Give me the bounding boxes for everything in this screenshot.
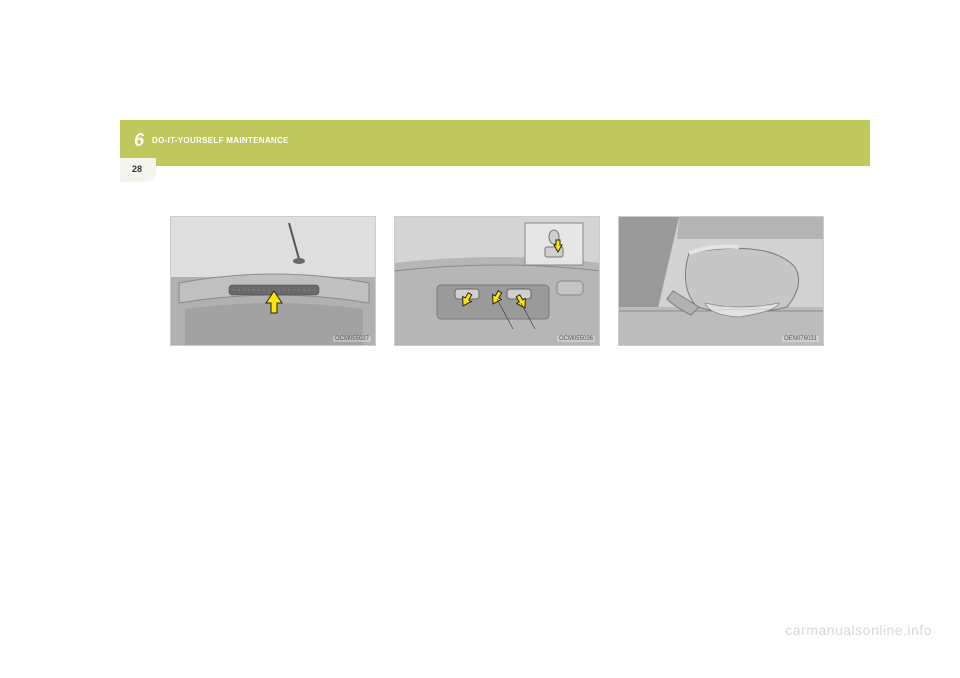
chapter-number: 6: [134, 130, 144, 151]
chapter-header-bar: 6 DO-IT-YOURSELF MAINTENANCE: [120, 120, 870, 166]
figure-label: OCM055027: [333, 336, 371, 342]
figure-side-mirror: OEN076031: [618, 216, 824, 346]
figures-row: OCM055027: [170, 216, 824, 346]
manual-page: 6 DO-IT-YOURSELF MAINTENANCE 28: [120, 120, 870, 600]
fig3-illustration: [619, 217, 824, 346]
page-number: 28: [132, 164, 142, 174]
figure-rear-brake-light: OCM055027: [170, 216, 376, 346]
figure-label: OCM055036: [557, 336, 595, 342]
chapter-title: DO-IT-YOURSELF MAINTENANCE: [152, 136, 289, 145]
fig2-illustration: [395, 217, 600, 346]
figure-license-plate-light: OCM055036: [394, 216, 600, 346]
figure-label: OEN076031: [782, 336, 819, 342]
watermark: carmanualsonline.info: [785, 622, 932, 638]
fig1-illustration: [171, 217, 376, 346]
